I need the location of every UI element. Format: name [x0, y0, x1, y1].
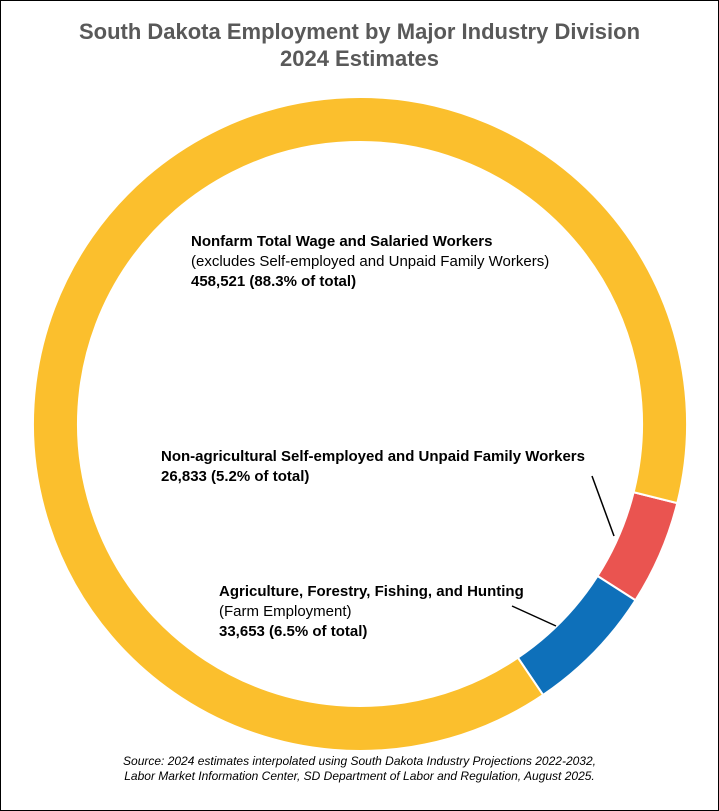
source-line-1: Source: 2024 estimates interpolated usin…: [123, 754, 596, 768]
chart-title: South Dakota Employment by Major Industr…: [78, 19, 641, 44]
label-agriculture-note: (Farm Employment): [219, 603, 352, 620]
label-agriculture-value: 33,653 (6.5% of total): [219, 623, 368, 640]
leader-line-agriculture: [511, 605, 557, 627]
slice-nonfarm: [32, 96, 688, 752]
label-nonfarm-title: Nonfarm Total Wage and Salaried Workers: [191, 233, 493, 250]
label-agriculture-title: Agriculture, Forestry, Fishing, and Hunt…: [219, 583, 524, 600]
label-agriculture: Agriculture, Forestry, Fishing, and Hunt…: [219, 582, 524, 642]
label-self-employed: Non-agricultural Self-employed and Unpai…: [161, 447, 585, 487]
source-line-2: Labor Market Information Center, SD Depa…: [124, 769, 595, 783]
label-self-employed-title: Non-agricultural Self-employed and Unpai…: [161, 448, 585, 465]
label-self-employed-value: 26,833 (5.2% of total): [161, 468, 310, 485]
label-nonfarm: Nonfarm Total Wage and Salaried Workers …: [191, 232, 549, 292]
chart-subtitle: 2024 Estimates: [280, 46, 439, 71]
label-nonfarm-note: (excludes Self-employed and Unpaid Famil…: [191, 253, 550, 270]
slice-agriculture: [516, 574, 637, 697]
leader-line-self-employed: [591, 475, 615, 537]
label-nonfarm-value: 458,521 (88.3% of total): [191, 273, 357, 290]
